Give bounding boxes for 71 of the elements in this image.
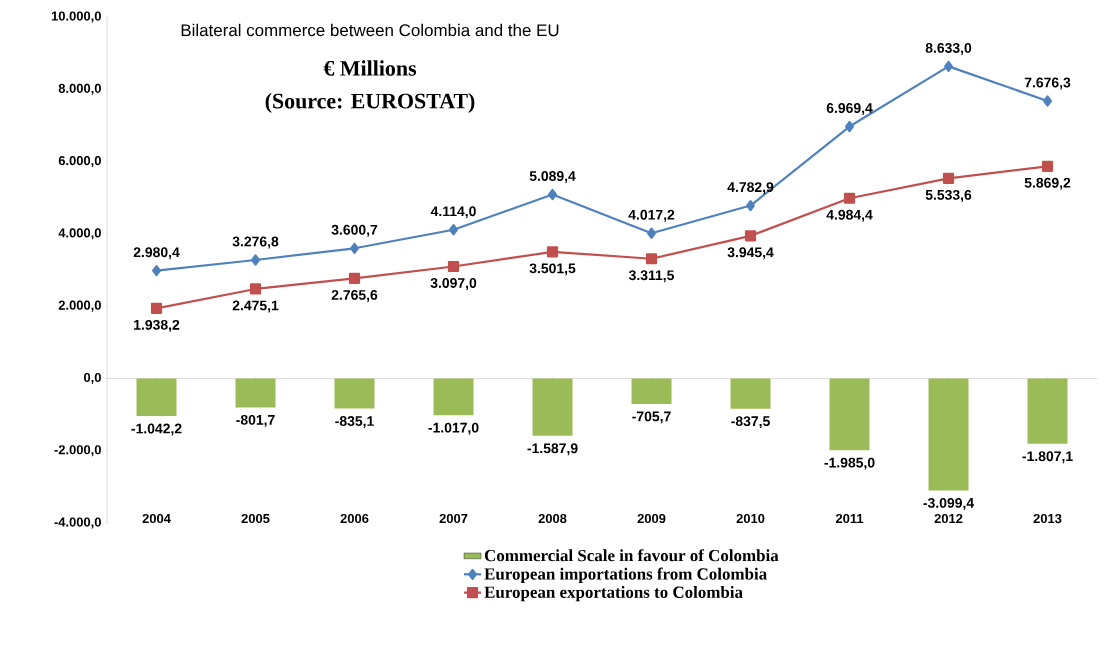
x-tick-label: 2008 [538, 513, 567, 524]
y-tick-label: -4.000,0 [54, 517, 101, 529]
y-tick-label: 2.000,0 [58, 300, 101, 312]
data-label: -801,7 [236, 414, 275, 427]
y-tick-label: -2.000,0 [54, 445, 101, 457]
x-tick-label: 2011 [835, 513, 864, 524]
data-label: 3.501,5 [529, 263, 576, 276]
x-tick-label: 2004 [142, 513, 171, 524]
text: € Millions [323, 60, 417, 76]
y-tick-label: 0,0 [83, 372, 101, 384]
x-tick-label: 2007 [439, 513, 468, 524]
point [645, 253, 658, 265]
data-label: 2.980,4 [133, 247, 180, 260]
y-tick-label: 4.000,0 [58, 228, 101, 240]
y-tick-label: 6.000,0 [58, 156, 101, 168]
data-label: -1.042,2 [131, 423, 182, 436]
data-label: -705,7 [632, 411, 671, 424]
data-label: -837,5 [731, 416, 770, 429]
point [647, 227, 656, 239]
point [843, 192, 856, 204]
point [150, 302, 163, 314]
data-label: 3.945,4 [727, 247, 774, 260]
x-tick-label: 2005 [241, 513, 270, 524]
data-label: -1.587,9 [527, 443, 578, 456]
data-label: 4.782,9 [727, 182, 774, 195]
x-tick-label: 2010 [736, 513, 765, 524]
data-label: 4.114,0 [430, 206, 476, 219]
point [251, 254, 260, 266]
data-label: -1.807,1 [1022, 451, 1073, 464]
y-tick-label: 10.000,0 [51, 11, 101, 23]
data-label: 1.938,2 [134, 319, 180, 332]
point [449, 224, 458, 236]
legend-label: Commercial Scale in favour of Colombia [484, 549, 779, 562]
data-label: 2.475,1 [232, 300, 279, 313]
x-tick-label: 2012 [934, 513, 963, 524]
point [249, 283, 262, 295]
point [942, 172, 955, 185]
x-tick-label: 2009 [637, 513, 666, 524]
chart-title: Bilateral commerce between Colombia and the EU [181, 23, 559, 37]
point [152, 265, 161, 277]
legend-label: European exportations to Colombia [484, 585, 743, 602]
x-tick-label: 2006 [340, 513, 369, 524]
data-label: 3.600,7 [331, 224, 378, 237]
point [350, 242, 359, 254]
data-label: 5.533,6 [925, 189, 972, 202]
point [546, 246, 559, 258]
data-label: 4.984,4 [826, 209, 873, 222]
data-label: 5.089,4 [529, 171, 576, 183]
data-label: 7.676,3 [1024, 77, 1071, 90]
y-tick-label: 8.000,0 [58, 83, 101, 95]
data-label: -3.099,4 [923, 497, 975, 510]
data-label: 2.765,6 [331, 289, 378, 302]
annotation: (Source: EUROSTAT) [265, 93, 475, 113]
data-label: 6.969,4 [826, 103, 873, 116]
point [944, 60, 953, 72]
data-label: -835,1 [335, 416, 374, 429]
data-label: 3.097,0 [430, 278, 477, 290]
point [348, 272, 361, 285]
data-label: 5.869,2 [1024, 177, 1071, 190]
point [744, 230, 757, 242]
point [1041, 160, 1054, 172]
data-label: -1.017,0 [428, 422, 479, 435]
data-label: 3.311,5 [628, 270, 675, 283]
data-label: 3.276,8 [232, 236, 279, 249]
x-tick-label: 2013 [1033, 513, 1062, 524]
data-label: 8.633,0 [925, 42, 972, 55]
legend-label: European importations from Colombia [484, 567, 767, 584]
data-label: -1.985,0 [824, 457, 875, 470]
data-label: 4.017,2 [628, 209, 675, 222]
point [1043, 95, 1052, 107]
point [447, 260, 460, 273]
